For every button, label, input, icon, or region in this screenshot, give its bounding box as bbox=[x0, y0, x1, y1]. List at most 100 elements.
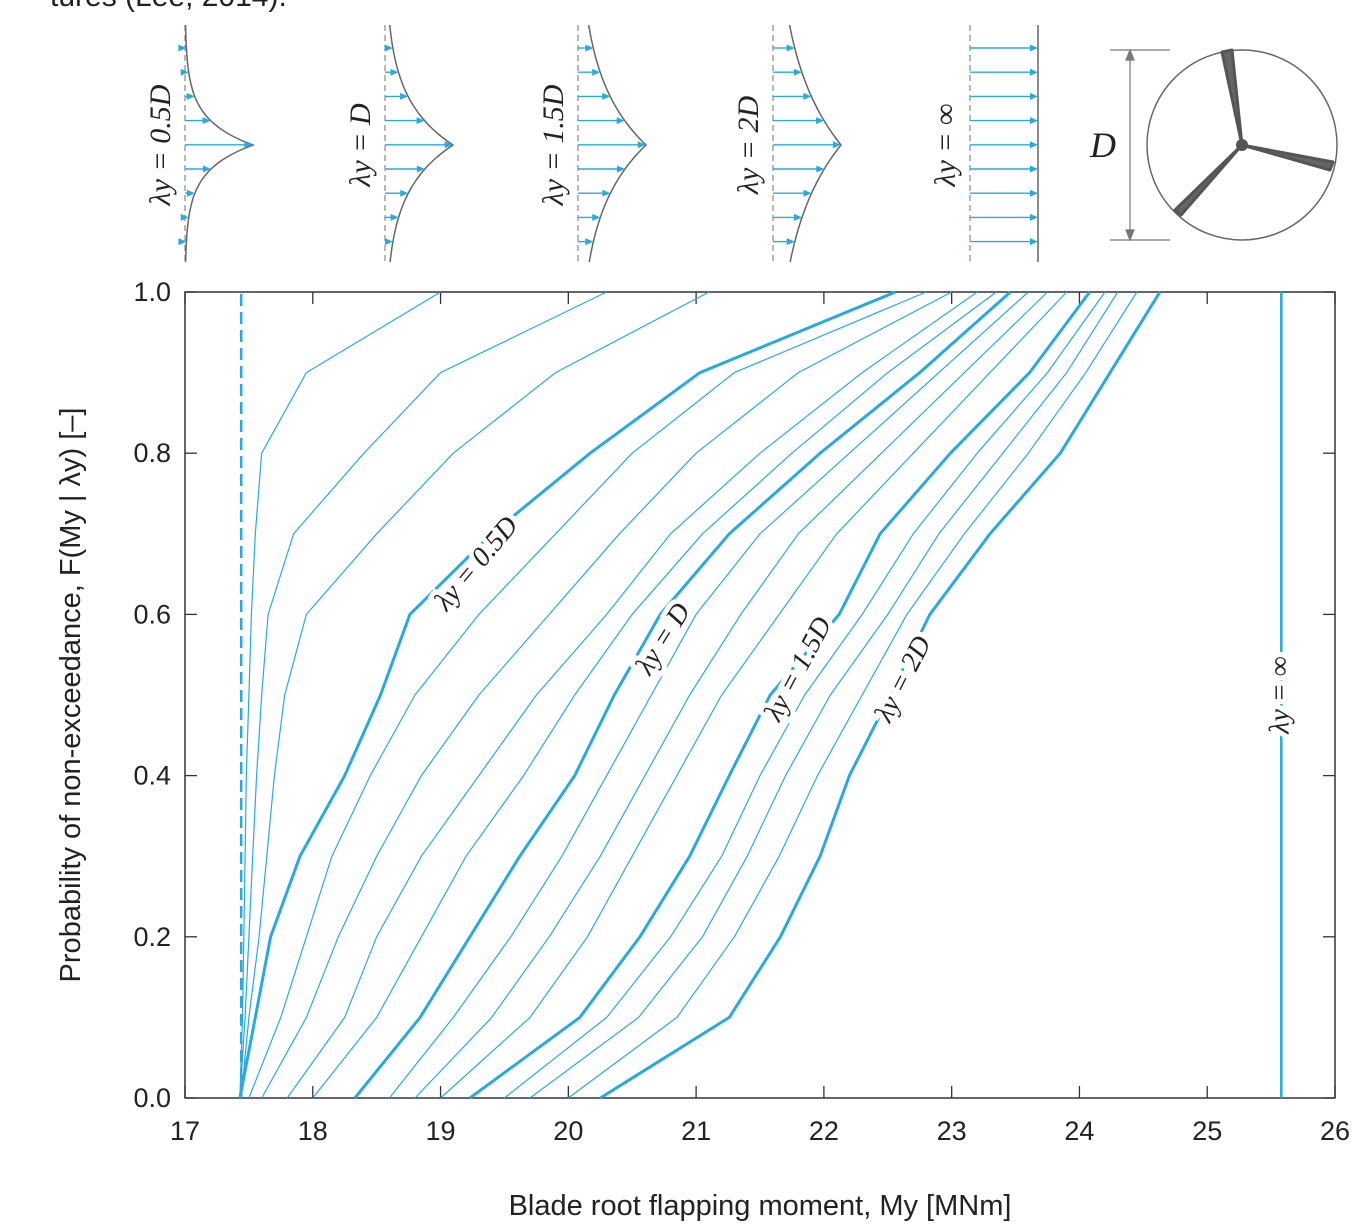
x-tick-label: 25 bbox=[1192, 1116, 1222, 1146]
profile-arrowhead bbox=[384, 44, 393, 52]
profile-arrowhead bbox=[416, 117, 425, 125]
profile-arrowhead bbox=[1030, 213, 1038, 221]
profile-arrowhead bbox=[793, 68, 802, 76]
series-line bbox=[388, 291, 1029, 1099]
profile-arrowhead bbox=[1030, 117, 1038, 125]
series-line bbox=[440, 291, 1068, 1099]
profile-arrowhead bbox=[832, 141, 841, 149]
series-line bbox=[312, 291, 997, 1099]
profile-arrowhead bbox=[816, 165, 825, 173]
profile-arrowhead bbox=[1030, 141, 1038, 149]
profile-label: λy = 2D bbox=[732, 96, 765, 196]
x-tick-label: 20 bbox=[553, 1116, 583, 1146]
rotor-blades bbox=[1173, 48, 1335, 217]
profile-arrowhead bbox=[585, 44, 594, 52]
x-tick-label: 21 bbox=[681, 1116, 711, 1146]
profile-arrowhead bbox=[602, 92, 611, 100]
series-line bbox=[261, 291, 952, 1099]
series-label: λy = 1.5D bbox=[758, 612, 839, 727]
series-line bbox=[353, 290, 1012, 1099]
profile-arrowhead bbox=[816, 117, 825, 125]
series-line bbox=[414, 291, 1048, 1099]
profile-arrowhead bbox=[803, 92, 812, 100]
plot-frame bbox=[184, 291, 1336, 1099]
profile-curve bbox=[788, 24, 842, 263]
profile-arrowhead bbox=[602, 189, 611, 197]
profile-arrowhead bbox=[1030, 238, 1038, 246]
series-line bbox=[529, 291, 1119, 1099]
profile-arrowhead bbox=[202, 117, 211, 125]
profile-arrowhead bbox=[1030, 44, 1038, 52]
profile-arrowhead bbox=[1030, 92, 1038, 100]
x-tick-label: 17 bbox=[170, 1116, 200, 1146]
profile-label: λy = ∞ bbox=[929, 104, 962, 188]
series-line bbox=[239, 291, 607, 1099]
profile-arrowhead bbox=[592, 68, 601, 76]
y-tick-label: 0.8 bbox=[133, 438, 171, 468]
profile-arrowhead bbox=[384, 238, 393, 246]
x-tick-label: 19 bbox=[426, 1116, 456, 1146]
profile-arrowhead bbox=[178, 44, 187, 52]
series-line bbox=[599, 291, 1162, 1100]
profiles: λy = 0.5D λy = D λy = 1.5D λy = 2D λy = ∞ bbox=[144, 24, 1039, 263]
dimension bbox=[1110, 48, 1170, 242]
profile-arrowhead bbox=[390, 213, 399, 221]
y-tick-label: 0.0 bbox=[133, 1083, 171, 1113]
series-line bbox=[238, 290, 896, 1099]
profile-arrowhead bbox=[186, 189, 195, 197]
y-tick-label: 0.2 bbox=[133, 922, 171, 952]
profile-arrowhead bbox=[592, 213, 601, 221]
x-tick-label: 22 bbox=[809, 1116, 839, 1146]
profile-label: λy = 1.5D bbox=[537, 84, 570, 206]
y-tick-label: 1.0 bbox=[133, 277, 171, 307]
x-tick-label: 26 bbox=[1320, 1116, 1350, 1146]
profile-arrowhead bbox=[203, 165, 212, 173]
y-tick-label: 0.6 bbox=[133, 599, 171, 629]
plot: 17 18 19 20 21 22 23 24 25 26 0.0 0.2 0.4 0.6 0.8 1.0 λy… bbox=[133, 277, 1350, 1146]
profile-arrowhead bbox=[390, 68, 399, 76]
x-tick-label: 18 bbox=[298, 1116, 328, 1146]
series-label: λy = D bbox=[629, 598, 697, 681]
profile-arrowhead bbox=[180, 213, 189, 221]
rotor-circle bbox=[1146, 49, 1338, 241]
profile-arrowhead bbox=[617, 165, 626, 173]
profile-arrowhead bbox=[180, 68, 189, 76]
profile-curve bbox=[388, 24, 455, 263]
profile-arrowhead bbox=[786, 238, 795, 246]
x-tick-label: 23 bbox=[937, 1116, 967, 1146]
profile-arrowhead bbox=[794, 213, 803, 221]
y-axis-title: Probability of non-exceedance, F(My | λy… bbox=[55, 408, 87, 983]
rotor-label: D bbox=[1089, 125, 1116, 165]
profile-arrowhead bbox=[585, 238, 594, 246]
series-line bbox=[504, 291, 1106, 1099]
y-tick-label: 0.4 bbox=[133, 761, 171, 791]
profile-arrowhead bbox=[244, 141, 253, 149]
series-line bbox=[239, 291, 441, 1099]
profile-arrowhead bbox=[400, 189, 409, 197]
profile-arrowhead bbox=[1030, 165, 1038, 173]
profile-label: λy = 0.5D bbox=[144, 84, 177, 206]
series-line bbox=[567, 291, 1138, 1099]
header-text: tures (Lee, 2014). bbox=[50, 0, 287, 13]
x-axis-title: Blade root flapping moment, My [MNm] bbox=[509, 1190, 1012, 1222]
profile-arrowhead bbox=[1030, 189, 1038, 197]
profile-arrowhead bbox=[400, 92, 409, 100]
profile-arrowhead bbox=[803, 189, 812, 197]
profile-arrowhead bbox=[416, 165, 425, 173]
series-line bbox=[469, 291, 1091, 1100]
profile-arrowhead bbox=[637, 141, 646, 149]
profile-arrowhead bbox=[786, 44, 795, 52]
series-label: λy = 2D bbox=[868, 631, 938, 728]
series-label: λy = ∞ bbox=[1264, 656, 1295, 734]
profile-curve bbox=[184, 25, 256, 263]
profile-arrowhead bbox=[616, 117, 625, 125]
profile-arrowhead bbox=[1030, 68, 1038, 76]
series-label: λy = 0.5D bbox=[428, 511, 525, 618]
rotor-hub bbox=[1236, 139, 1248, 151]
x-tick-label: 24 bbox=[1064, 1116, 1094, 1146]
profile-arrowhead bbox=[186, 92, 195, 100]
profile-arrowhead bbox=[178, 238, 187, 246]
profile-arrowhead bbox=[444, 141, 453, 149]
series-line bbox=[286, 291, 978, 1099]
